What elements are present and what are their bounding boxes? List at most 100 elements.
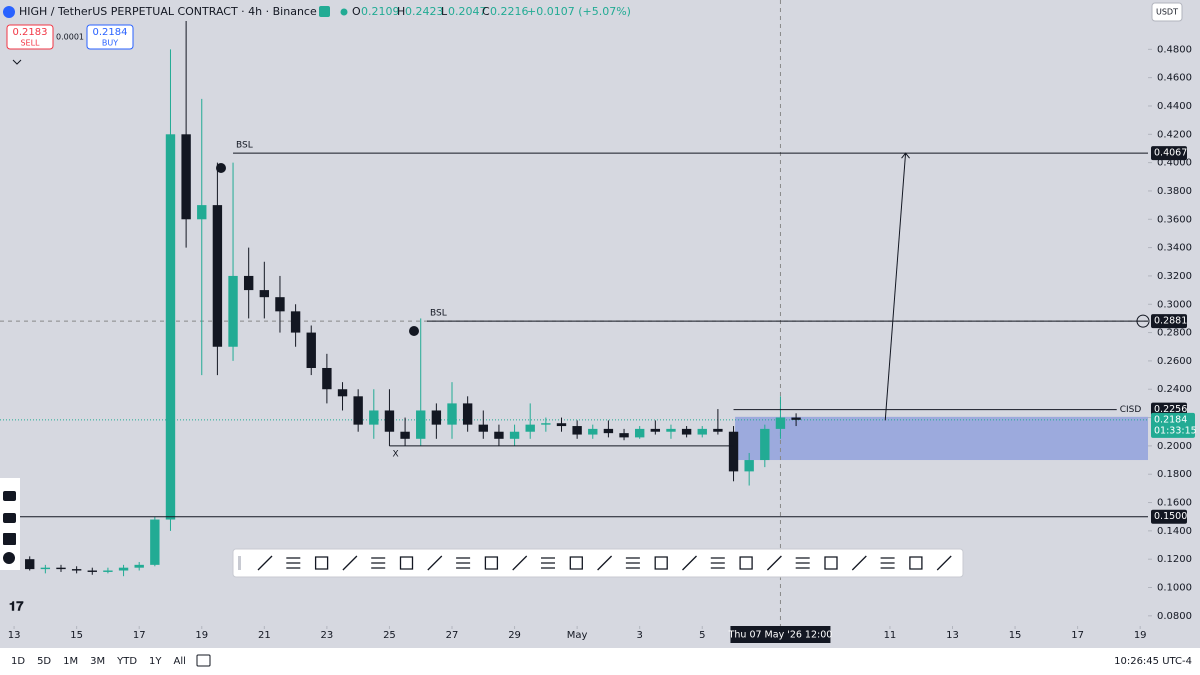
y-tick-label: 0.2000 [1157,441,1192,452]
tool-button[interactable] [880,557,895,569]
tool-button[interactable] [682,555,697,571]
currency-button[interactable] [1151,2,1183,22]
y-tick-label: 0.4800 [1157,44,1192,55]
x-tick-label: 27 [446,630,459,641]
candle-body [103,570,113,572]
tool-button[interactable] [314,556,329,570]
collapse-icon[interactable] [12,59,22,65]
ohlc-l: 0.2047 [448,5,487,18]
candle-body [400,431,410,439]
candle-body [478,424,488,432]
candle-body [728,431,739,472]
candle-body [212,205,223,347]
tool-button[interactable] [569,556,583,570]
calendar-icon[interactable] [196,654,211,667]
ohlc-c: 0.2216 [490,5,529,18]
x-tick-label: 23 [321,630,334,641]
tool-icon [795,557,810,569]
tool-icon [484,556,499,570]
candle-body [87,570,97,572]
tool-button[interactable] [936,555,952,571]
tool-button[interactable] [851,555,867,571]
tool-icon [625,557,640,569]
tool-button[interactable] [795,557,810,569]
tool-button[interactable] [512,555,528,571]
video-icon[interactable] [3,513,16,523]
ohlc-c-label: C [482,5,490,18]
last-price-label: 0.2184 [1154,414,1187,425]
tool-button[interactable] [654,556,668,570]
candle-body [775,417,786,429]
range-button[interactable]: 1Y [149,656,162,667]
candle-body [572,426,582,435]
x-tick-label: 29 [508,630,521,641]
tool-icon [710,557,725,569]
symbol-title: HIGH / TetherUS PERPETUAL CONTRACT · 4h … [19,5,317,18]
price-tag [1151,314,1187,329]
candle-body [118,567,129,571]
tool-button[interactable] [286,557,301,569]
candle-body [275,297,285,312]
sell-button[interactable] [6,24,54,50]
range-button[interactable]: 1D [11,656,25,667]
zone [735,416,1148,461]
tool-button[interactable] [399,556,414,570]
bottom-bar [0,648,1200,675]
tool-button[interactable] [342,555,358,571]
eye-icon[interactable] [319,6,330,17]
candle-body [447,403,457,425]
tool-button[interactable] [257,555,273,571]
range-button[interactable]: All [174,656,186,667]
y-tick-label: 0.2800 [1157,328,1192,339]
range-button[interactable]: 3M [90,656,105,667]
tool-button[interactable] [427,555,443,571]
tool-button[interactable] [739,556,753,570]
tool-button[interactable] [710,557,725,569]
tool-icon [597,555,613,571]
candle-body [541,423,551,425]
candle-body [322,367,332,390]
drawing-toolbar [232,548,964,578]
tool-icon [342,555,358,571]
tool-icon [456,557,471,569]
ohlc-l-label: L [441,5,448,18]
chart-background [0,0,1200,648]
candle-body [619,433,629,438]
camera-icon[interactable] [3,491,16,501]
candle-body [650,428,661,432]
x-tick-label: 17 [133,630,146,641]
clock: 10:26:45 UTC-4 [1114,656,1192,667]
tool-icon [739,556,753,570]
tool-button[interactable] [909,556,923,570]
candle-body [525,424,535,432]
tool-button[interactable] [824,556,838,570]
tool-button[interactable] [541,557,555,569]
tool-icon [257,555,273,571]
tool-button[interactable] [625,557,640,569]
range-button[interactable]: 1M [63,656,78,667]
candle-body [369,410,379,425]
range-button[interactable]: 5D [37,656,51,667]
y-tick-label: 0.1800 [1157,469,1192,480]
copy-icon[interactable] [3,533,16,545]
arrow [884,153,907,421]
range-button[interactable]: YTD [116,656,137,667]
tool-icon [880,557,895,569]
sell-price: 0.2183 [13,27,48,38]
tool-button[interactable] [371,557,386,569]
tool-button[interactable] [456,557,471,569]
buy-price: 0.2184 [93,27,128,38]
last-price-tag [1151,412,1195,438]
settings-icon[interactable] [3,552,15,564]
drag-handle [238,556,241,570]
buy-button[interactable] [86,24,134,50]
tool-button[interactable] [484,556,499,570]
candle-body [181,134,191,220]
candle-body [165,134,176,520]
range-buttons: 1D 5D 1M 3M YTD 1Y All [11,656,186,667]
tool-button[interactable] [597,555,613,571]
tool-button[interactable] [766,555,782,571]
candle-body [306,332,316,368]
add-alert-icon[interactable] [1136,314,1150,328]
y-tick-label: 0.1000 [1157,583,1192,594]
